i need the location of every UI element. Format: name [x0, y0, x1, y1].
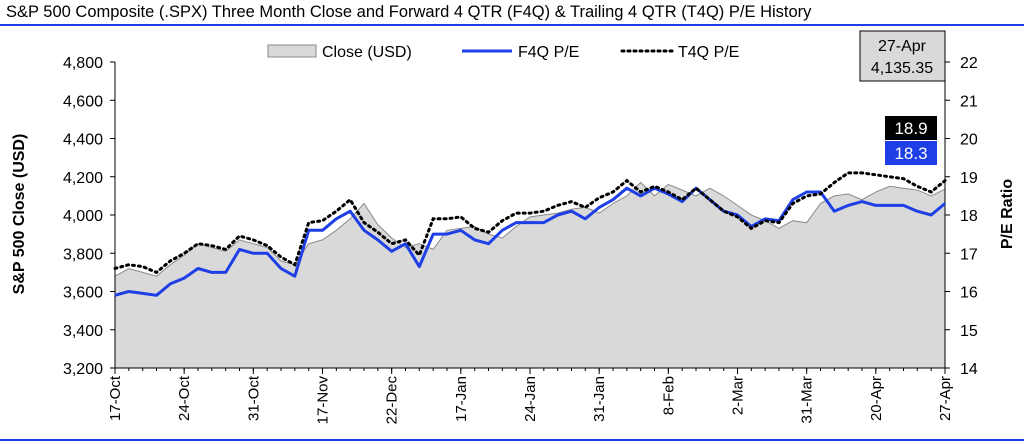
y-left-tick-label: 4,400	[63, 132, 103, 149]
x-tick-label: 24-Jan	[522, 376, 539, 422]
x-tick-label: 20-Apr	[868, 376, 885, 421]
y-right-tick-label: 19	[960, 170, 978, 187]
x-tick-label: 31-Mar	[799, 376, 816, 424]
legend-t4q-label: T4Q P/E	[678, 44, 739, 61]
y-right-tick-label: 18	[960, 208, 978, 225]
t4q-value-badge	[885, 116, 937, 140]
t4q-value-label: 18.9	[894, 119, 927, 138]
latest-close-box	[859, 30, 946, 82]
legend-close-swatch	[267, 44, 317, 58]
y-right-tick-label: 15	[960, 323, 978, 340]
t4q-pe-line	[113, 171, 947, 275]
x-tick-label: 2-Mar	[730, 376, 747, 415]
f4q-pe-line	[114, 186, 946, 297]
y-left-tick-label: 4,600	[63, 93, 103, 110]
axes-layer: 3,200 3,400 3,600 3,800 4,000 4,200 4,400 4,600…	[63, 55, 978, 424]
y-left-tick-label: 3,600	[63, 285, 103, 302]
x-tick-label: 24-Oct	[176, 375, 193, 421]
y-right-tick-label: 14	[960, 361, 978, 378]
legend: Close (USD) F4Q P/E T4Q P/E	[267, 44, 739, 61]
y-left-tick-label: 3,200	[63, 361, 103, 378]
close-area-outline	[114, 181, 946, 277]
y-right-tick-label: 22	[960, 55, 978, 72]
y-left-tick-label: 3,400	[63, 323, 103, 340]
x-tick-label: 17-Jan	[453, 376, 470, 422]
x-tick-label: 8-Feb	[660, 376, 677, 415]
x-tick-label: 17-Nov	[315, 376, 332, 425]
area-layer	[114, 181, 946, 368]
annotations: 27-Apr 4,135.35 18.9 18.3	[859, 30, 946, 165]
latest-close-value: 4,135.35	[871, 60, 933, 77]
legend-close-label: Close (USD)	[322, 44, 412, 61]
f4q-value-badge	[885, 141, 937, 165]
y-left-tick-label: 4,000	[63, 208, 103, 225]
y-left-tick-label: 4,200	[63, 170, 103, 187]
x-tick-label: 27-Apr	[937, 376, 954, 421]
x-tick-label: 31-Jan	[591, 376, 608, 422]
close-area	[115, 182, 945, 368]
y-right-tick-label: 21	[960, 93, 978, 110]
lines-layer	[113, 171, 947, 297]
y-right-tick-label: 16	[960, 285, 978, 302]
x-tick-label: 22-Dec	[384, 376, 401, 425]
y-axis-right-title: P/E Ratio	[999, 179, 1016, 249]
latest-close-date: 27-Apr	[878, 38, 927, 55]
f4q-value-label: 18.3	[894, 144, 927, 163]
legend-f4q-label: F4Q P/E	[518, 44, 579, 61]
y-axis-left-title: S&P 500 Close (USD)	[11, 134, 28, 295]
y-right-tick-label: 17	[960, 246, 978, 263]
chart-title: S&P 500 Composite (.SPX) Three Month Clo…	[6, 3, 812, 21]
x-tick-label: 17-Oct	[107, 375, 124, 421]
y-right-tick-label: 20	[960, 132, 978, 149]
x-tick-label: 31-Oct	[245, 375, 262, 421]
y-left-tick-label: 4,800	[63, 55, 103, 72]
y-left-tick-label: 3,800	[63, 246, 103, 263]
